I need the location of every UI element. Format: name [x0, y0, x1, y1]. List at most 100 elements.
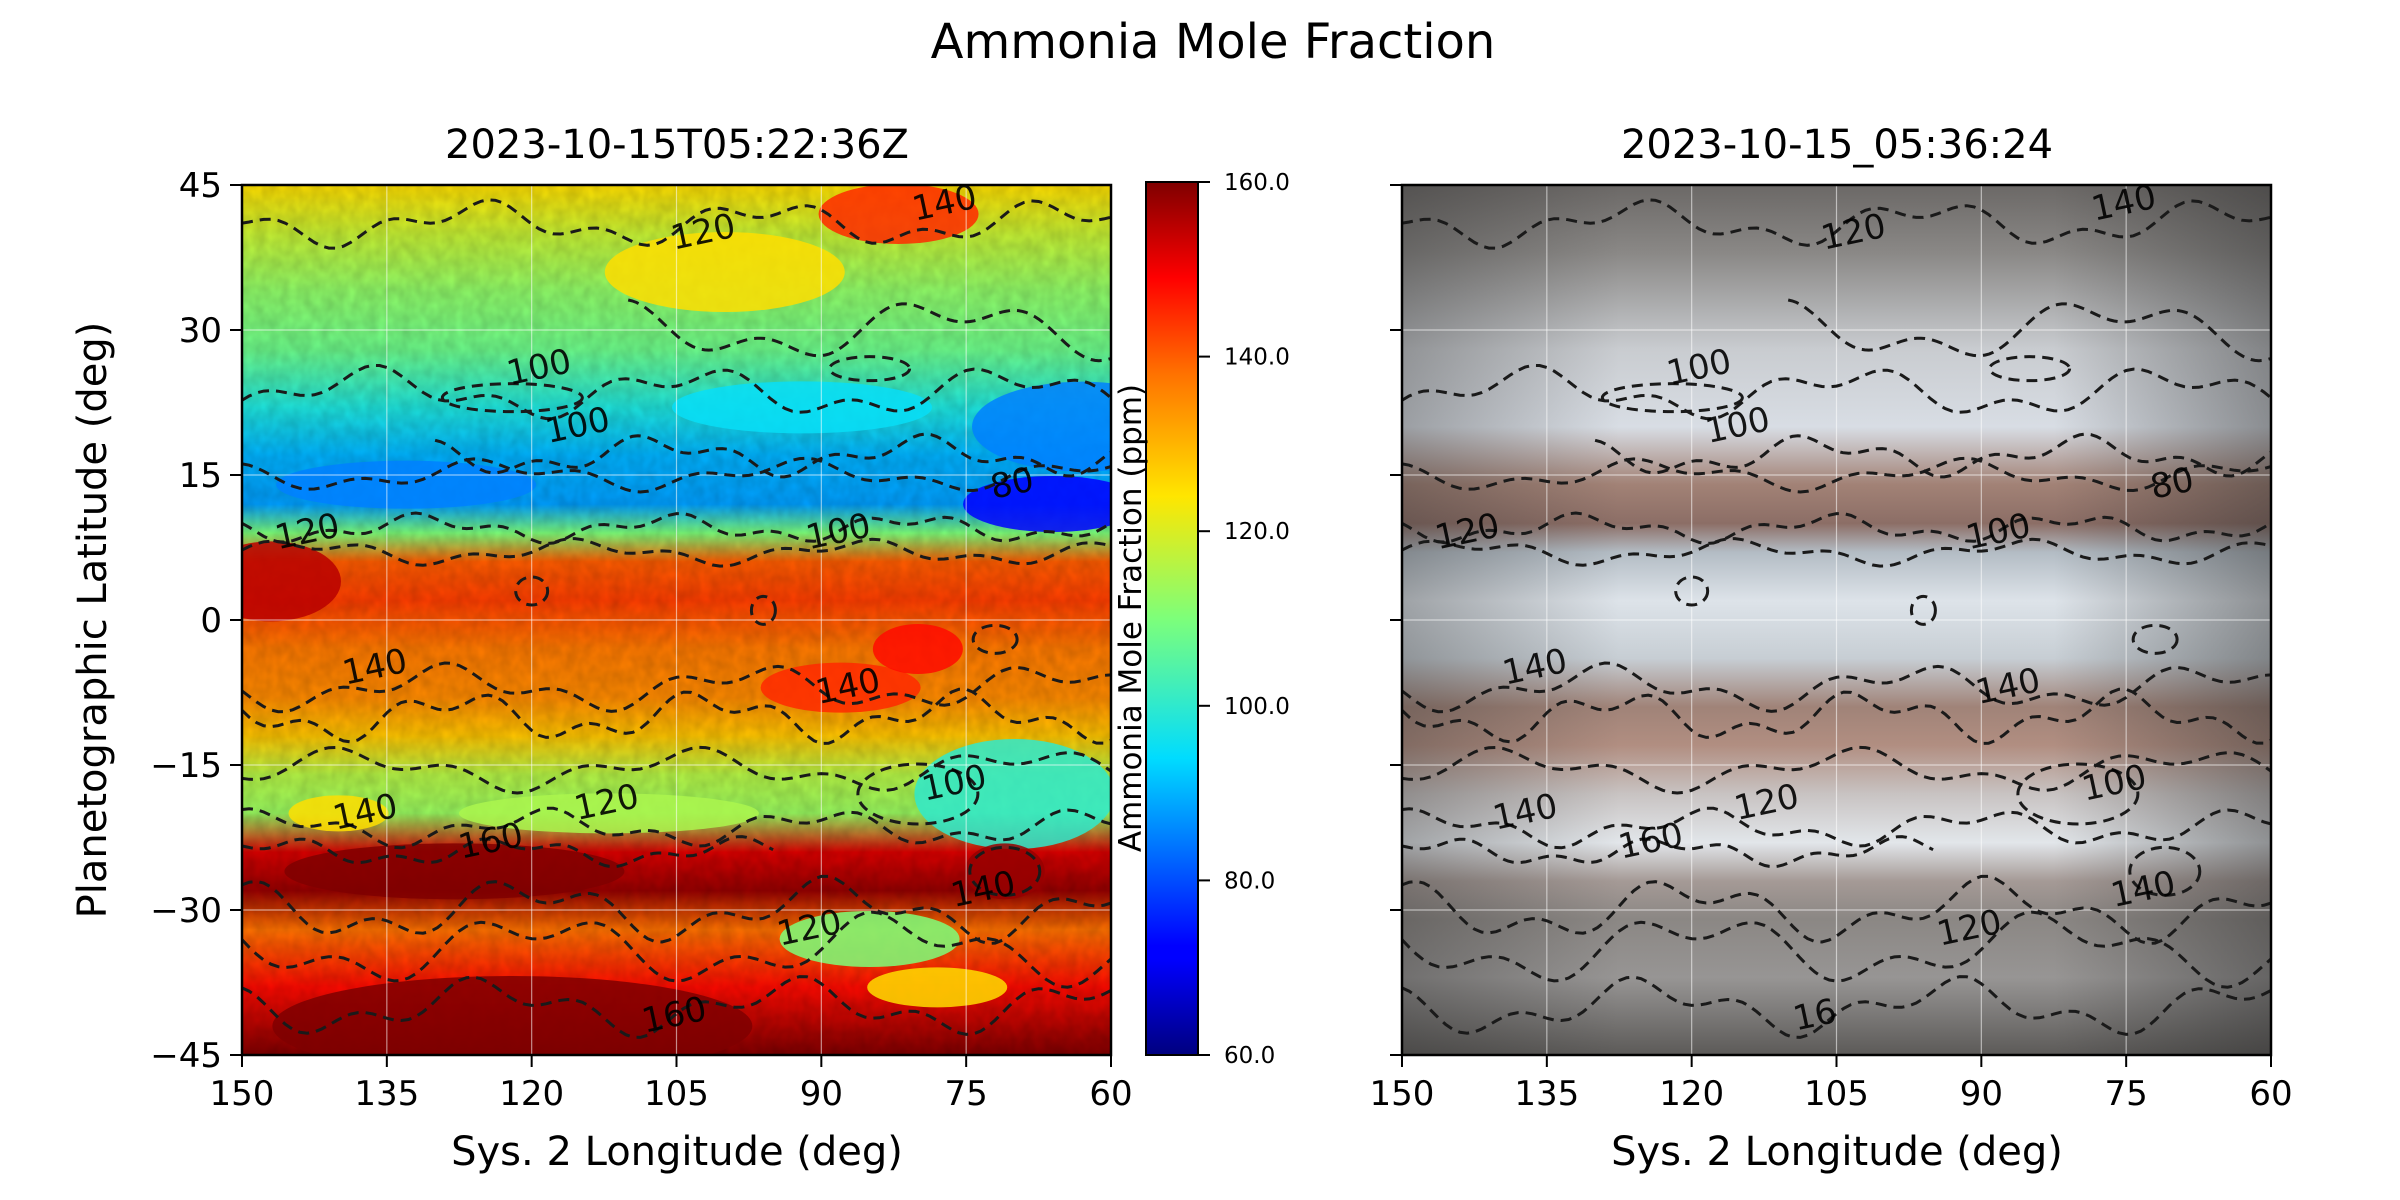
left-x-ticks: 150 135 120 105 90 75 60: [210, 1055, 1133, 1114]
contour-line: [1402, 835, 1934, 869]
contour-label: 80: [987, 460, 1038, 508]
x-tick-label: 135: [354, 1074, 419, 1114]
contour-loop: [749, 594, 777, 626]
colorbar-tick-label: 60.0: [1224, 1043, 1275, 1069]
contour-loop: [1674, 575, 1710, 607]
contour-line: [242, 975, 1111, 1039]
left-y-axis-label: Planetographic Latitude (deg): [70, 322, 116, 919]
colorbar-tick-label: 160.0: [1224, 170, 1290, 196]
contour-line: [242, 456, 1111, 494]
x-tick-label: 150: [210, 1074, 275, 1114]
x-tick-label: 135: [1514, 1074, 1579, 1114]
contour-line: [242, 511, 1111, 546]
heatmap-region: [272, 976, 753, 1055]
x-tick-label: 150: [1370, 1074, 1435, 1114]
right-panel-title: 2023-10-15_05:36:24: [1621, 122, 2053, 168]
contour-loop: [440, 382, 584, 414]
x-tick-label: 60: [1089, 1074, 1132, 1114]
heatmap-region: [284, 843, 625, 900]
heatmap-region: [242, 541, 341, 622]
contour-line: [242, 835, 774, 869]
heatmap-region: [867, 967, 1008, 1008]
contour-line: [1402, 537, 2271, 568]
colorbar-tick-label: 120.0: [1224, 519, 1290, 545]
colorbar: 60.0 80.0 100.0 120.0 140.0 160.0 Ammonia Mol…: [1113, 170, 1290, 1069]
contour-loop: [2016, 762, 2140, 826]
colorbar-ticks: 60.0 80.0 100.0 120.0 140.0 160.0: [1198, 170, 1290, 1069]
contour-line: [242, 661, 1111, 714]
contour-line: [1402, 363, 2271, 421]
contour-loop: [2128, 845, 2202, 897]
x-tick-label: 75: [2105, 1074, 2148, 1114]
contour-loop: [856, 762, 980, 826]
contour-line: [1402, 687, 2271, 746]
x-tick-label: 60: [2249, 1074, 2292, 1114]
heatmap-region: [760, 662, 921, 713]
right-contour-lines: [1402, 198, 2271, 1039]
heatmap-region: [458, 793, 759, 834]
y-tick-label: 0: [200, 601, 222, 641]
contour-loop: [1909, 594, 1937, 626]
contour-line: [242, 687, 1111, 746]
contour-line: [434, 432, 1111, 479]
contour-line: [627, 298, 1111, 363]
x-tick-label: 120: [1659, 1074, 1724, 1114]
heatmap-region: [818, 185, 979, 244]
contour-line: [242, 363, 1111, 421]
left-y-ticks: 45 30 15 0 −15 −30 −45: [150, 166, 242, 1076]
contour-label: 80: [2147, 460, 2198, 508]
y-tick-label: −30: [150, 891, 222, 931]
contour-line: [1402, 456, 2271, 494]
heatmap-region: [779, 911, 960, 967]
heatmap-region: [276, 460, 537, 509]
contour-line: [242, 874, 1111, 945]
right-x-ticks: 150 135 120 105 90 75 60: [1370, 1055, 2293, 1114]
x-tick-label: 75: [945, 1074, 988, 1114]
heatmap-region: [604, 232, 845, 312]
x-tick-label: 105: [644, 1074, 709, 1114]
contour-line: [1402, 198, 2271, 250]
heatmap-region: [964, 843, 1045, 900]
colorbar-tick-label: 80.0: [1224, 868, 1275, 894]
contour-label: 16: [1790, 991, 1841, 1039]
contour-line: [1594, 432, 2271, 479]
heatmap-region: [914, 739, 1111, 849]
left-contour-lines: [242, 198, 1111, 1039]
contour-line: [1402, 806, 2271, 850]
heatmap-region: [872, 624, 963, 674]
left-gridlines: [242, 185, 1111, 1055]
heatmap-region: [288, 795, 389, 832]
heatmap-region: [963, 476, 1111, 532]
heatmap-region: [672, 381, 933, 434]
contour-loop: [968, 845, 1042, 897]
contour-loop: [514, 575, 550, 607]
contour-line: [242, 806, 1111, 850]
contour-loop: [1988, 355, 2072, 383]
left-x-axis-label: Sys. 2 Longitude (deg): [451, 1129, 903, 1175]
y-tick-label: 30: [179, 311, 222, 351]
left-panel-title: 2023-10-15T05:22:36Z: [445, 122, 909, 168]
contour-line: [1402, 661, 2271, 714]
heatmap-features: [242, 185, 1111, 1055]
x-tick-label: 105: [1804, 1074, 1869, 1114]
right-gridlines: [1402, 185, 2271, 1055]
contour-loop: [1600, 382, 1744, 414]
contour-loop: [971, 623, 1019, 655]
figure-suptitle: Ammonia Mole Fraction: [931, 14, 1496, 70]
contour-line: [1402, 511, 2271, 546]
contour-line: [1402, 975, 2271, 1039]
right-y-ticks: [1390, 184, 1402, 1056]
contour-loop: [2131, 623, 2179, 655]
colorbar-tick-label: 100.0: [1224, 694, 1290, 720]
y-tick-label: −15: [150, 746, 222, 786]
y-tick-label: 45: [179, 166, 222, 206]
colorbar-gradient: [1145, 181, 1199, 1056]
y-tick-label: −45: [150, 1036, 222, 1076]
colorbar-label: Ammonia Mole Fraction (ppm): [1113, 384, 1149, 852]
contour-line: [242, 537, 1111, 568]
contour-line: [242, 198, 1111, 250]
x-tick-label: 120: [499, 1074, 564, 1114]
